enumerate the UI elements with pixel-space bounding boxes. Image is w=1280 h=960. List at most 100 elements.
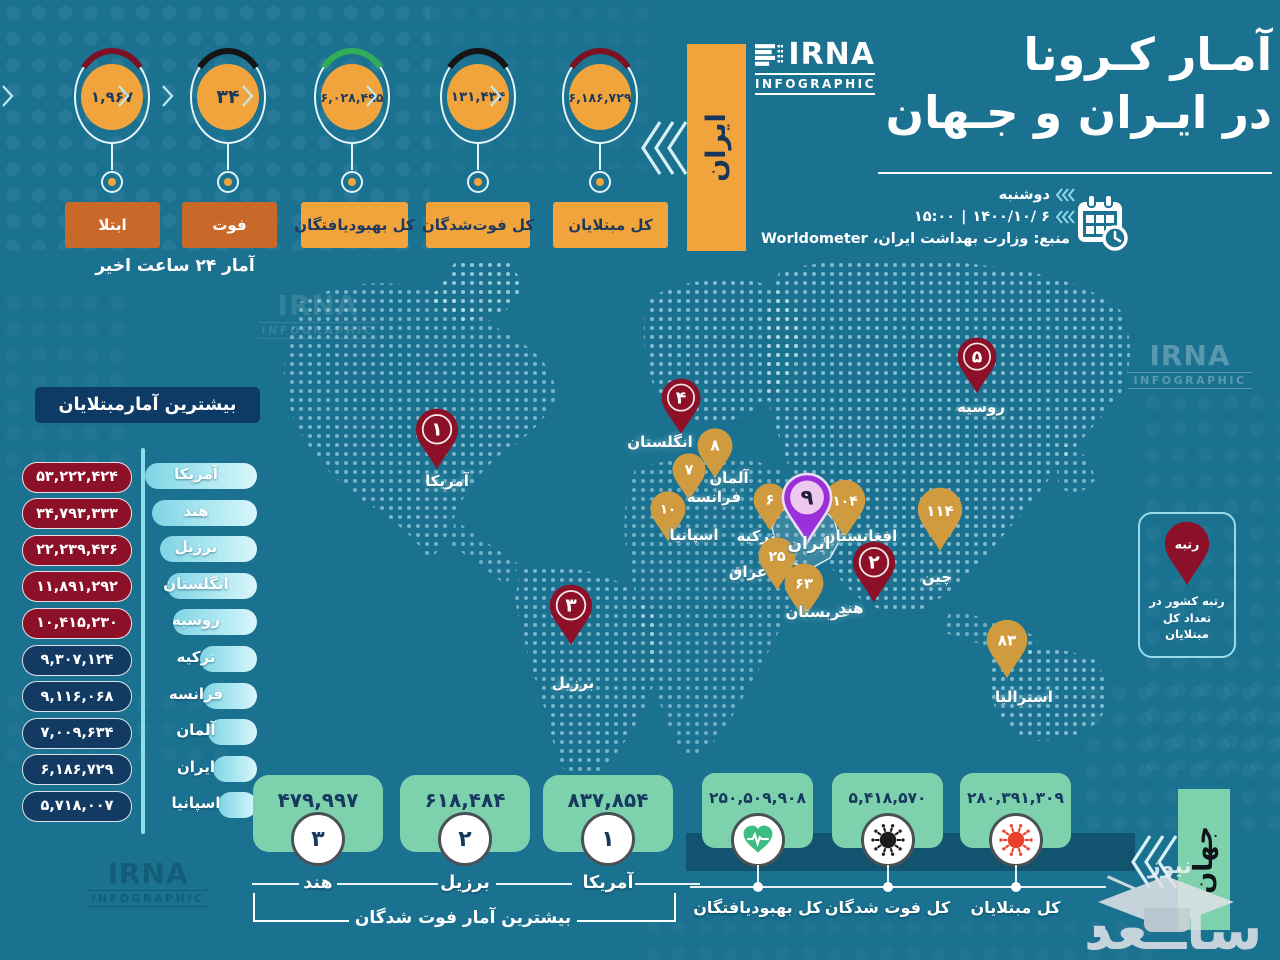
- infection-country: انگلستان: [163, 574, 229, 593]
- source-line: منبع: وزارت بهداشت ایران، Worldometer: [761, 228, 1076, 250]
- map-pin-maroon: ۴: [661, 378, 701, 435]
- stat-value-circle: ۱,۹۶۷: [81, 64, 143, 130]
- infection-value: ۵۳,۲۲۲,۴۲۴: [22, 461, 132, 493]
- map-label: افغانستان: [822, 527, 898, 545]
- date-line: ۱۴۰۰/۱۰/ ۶ | ۱۵:۰۰: [770, 206, 1076, 228]
- date-value: ۱۴۰۰/۱۰/ ۶: [972, 209, 1050, 225]
- stat-connector: [599, 142, 601, 170]
- stat-label-box: کل بهبودیافتگان: [294, 202, 415, 248]
- svg-text:۶۳: ۶۳: [795, 575, 813, 592]
- legend-caption-2: تعداد کل مبتلایان: [1162, 610, 1212, 642]
- world-label: کل فوت شدگان: [824, 898, 951, 917]
- map-label: آمریکا: [425, 472, 469, 490]
- map-pin-gold: ۷: [672, 453, 706, 501]
- world-value: ۲۸۰,۳۹۱,۳۰۹: [967, 789, 1064, 807]
- infection-country: برزیل: [174, 538, 218, 557]
- map-label: عراق: [728, 563, 768, 581]
- date-block: دوشنبه ۱۴۰۰/۱۰/ ۶ | ۱۵:۰۰ منبع: وزارت به…: [761, 184, 1076, 250]
- saed-news-text: نیوز: [1148, 854, 1192, 879]
- world-connector: [756, 865, 759, 885]
- stat-label-box: کل فوت‌شدگان: [422, 202, 534, 248]
- weekday: دوشنبه: [998, 187, 1050, 203]
- world-icon-circle: [730, 813, 785, 867]
- deaths-country: برزیل: [440, 873, 490, 893]
- svg-text:۸۳: ۸۳: [998, 632, 1017, 650]
- map-label: هند: [838, 599, 864, 617]
- svg-text:۴: ۴: [676, 388, 687, 408]
- date-separator: |: [961, 209, 967, 225]
- map-pin-maroon: ۲: [852, 541, 896, 603]
- irna-wordmark: IRNA: [788, 37, 875, 72]
- map-pin-gold: ۱۰: [650, 491, 686, 542]
- world-axis-dot: [1010, 882, 1021, 892]
- svg-text:۸: ۸: [710, 437, 720, 455]
- infection-bar: [208, 719, 257, 746]
- irna-watermark: IRNA INFOGRAPHIC: [88, 860, 208, 907]
- infection-value: ۹,۱۱۶,۰۶۸: [22, 681, 132, 713]
- stat-dot: [101, 171, 123, 193]
- map-label: عربستان: [785, 603, 851, 621]
- stat-dot: [341, 171, 363, 193]
- map-label: ترکیه: [736, 527, 776, 545]
- flow-chevron-icon: [2, 85, 14, 107]
- svg-text:۱۱۴: ۱۱۴: [926, 502, 953, 520]
- deaths-country: آمریکا: [582, 873, 634, 893]
- map-pin-maroon: ۵: [957, 337, 997, 394]
- stat-connector: [351, 142, 353, 170]
- svg-text:۲۵: ۲۵: [768, 549, 786, 565]
- infection-bar: [152, 499, 257, 526]
- flow-chevron-icon: [242, 85, 254, 107]
- weekday-line: دوشنبه: [770, 184, 1076, 206]
- graduation-cap-base: [1144, 908, 1190, 932]
- world-value: ۲۵۰,۵۰۹,۹۰۸: [709, 789, 806, 807]
- flow-chevron-icon: [118, 85, 130, 107]
- infection-country: هند: [183, 501, 209, 520]
- list-axis-line: [141, 448, 145, 834]
- infection-bar: [200, 646, 257, 672]
- flow-chevron-icon: [490, 85, 502, 107]
- stat-connector: [227, 142, 229, 170]
- infection-bar: [160, 536, 257, 563]
- chevrons-left-icon: [1056, 188, 1075, 202]
- infection-country: ایران: [176, 757, 216, 776]
- big-chevrons-left-icon: [641, 121, 688, 175]
- infection-bar: [218, 792, 257, 819]
- stat-dot: [589, 171, 611, 193]
- svg-text:۱: ۱: [431, 420, 443, 441]
- svg-text:۱۰۴: ۱۰۴: [832, 494, 857, 510]
- deaths-value: ۸۳۷,۸۵۴: [567, 788, 649, 812]
- map-pin-purple: ۹: [781, 472, 833, 545]
- infection-country: فرانسه: [168, 684, 224, 703]
- map-pin-gold: ۶۳: [784, 563, 824, 620]
- infection-value: ۱۱,۸۹۱,۲۹۲: [22, 571, 132, 603]
- world-connector: [1014, 865, 1017, 885]
- deaths-rank: ۳: [291, 812, 345, 866]
- flow-chevron-icon: [162, 85, 174, 107]
- world-axis-dot: [882, 882, 893, 892]
- divider-line: [635, 883, 700, 885]
- world-label: کل بهبودیافتگان: [693, 898, 822, 917]
- map-pin-gold: ۸۳: [986, 619, 1028, 679]
- deaths-rank: ۱: [581, 812, 635, 866]
- irna-logo: IRNA INFOGRAPHIC: [755, 40, 875, 95]
- divider-line: [252, 883, 299, 885]
- infection-bar: [213, 755, 257, 782]
- svg-text:۱۰: ۱۰: [660, 503, 676, 518]
- deaths-country: هند: [303, 873, 333, 893]
- title-line-1: آمـار کـرونا: [1023, 28, 1272, 81]
- irna-watermark: IRNA INFOGRAPHIC: [258, 292, 378, 339]
- svg-text:۹: ۹: [800, 486, 813, 511]
- world-value: ۵,۴۱۸,۵۷۰: [848, 789, 927, 807]
- rank-legend: رتبه رتبه کشور در تعداد کل مبتلایان: [1138, 512, 1236, 658]
- stat-value-circle: ۶,۰۲۸,۴۹۵: [321, 64, 383, 130]
- map-pin-gold: ۸: [697, 428, 733, 479]
- stat-label-box: کل مبتلایان: [553, 202, 668, 248]
- chevrons-left-icon: [1056, 210, 1075, 224]
- map-label: چین: [921, 568, 953, 586]
- infection-bar: [167, 572, 257, 599]
- infection-country: آمریکا: [174, 465, 218, 483]
- iran-section-tab: ایران: [687, 44, 746, 251]
- svg-text:۶: ۶: [766, 491, 775, 508]
- map-pin-gold: ۱۱۴: [917, 487, 963, 552]
